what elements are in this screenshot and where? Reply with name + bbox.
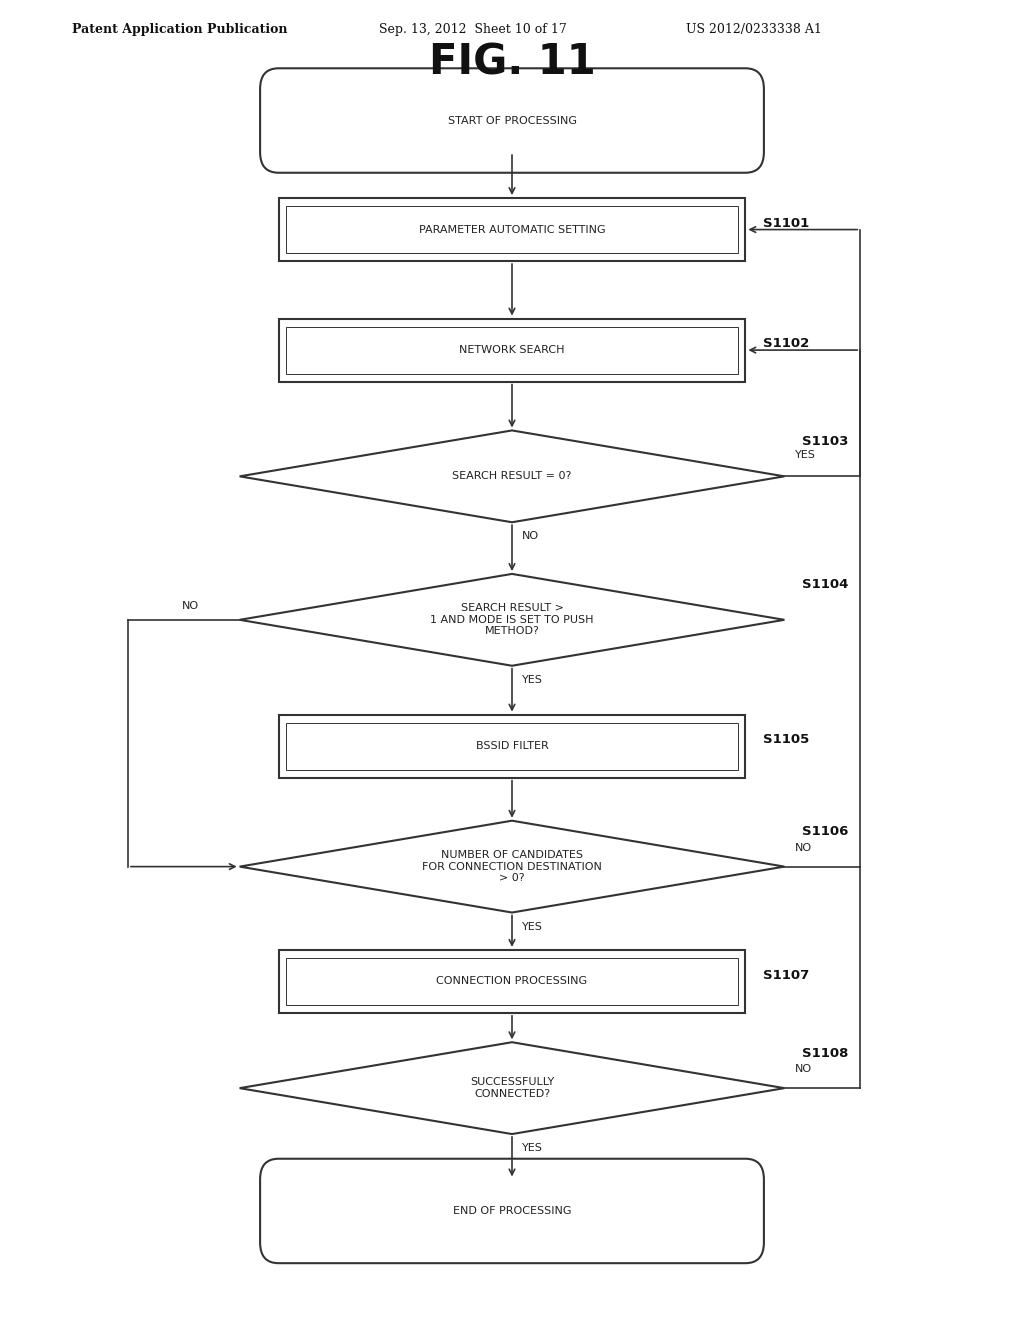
Text: Patent Application Publication: Patent Application Publication (72, 22, 287, 36)
FancyBboxPatch shape (260, 1159, 764, 1263)
Text: BSSID FILTER: BSSID FILTER (475, 741, 549, 751)
Polygon shape (240, 430, 784, 523)
Text: YES: YES (522, 675, 543, 685)
Polygon shape (240, 821, 784, 912)
Bar (279, 198, 745, 261)
Text: NO: NO (795, 843, 812, 853)
Text: YES: YES (522, 1143, 543, 1154)
Polygon shape (240, 574, 784, 665)
Bar (286, 722, 738, 770)
Text: PARAMETER AUTOMATIC SETTING: PARAMETER AUTOMATIC SETTING (419, 224, 605, 235)
Text: YES: YES (795, 450, 815, 461)
Text: FIG. 11: FIG. 11 (429, 41, 595, 83)
Bar (279, 950, 745, 1012)
Text: SUCCESSFULLY
CONNECTED?: SUCCESSFULLY CONNECTED? (470, 1077, 554, 1100)
Text: SEARCH RESULT >
1 AND MODE IS SET TO PUSH
METHOD?: SEARCH RESULT > 1 AND MODE IS SET TO PUS… (430, 603, 594, 636)
FancyBboxPatch shape (260, 69, 764, 173)
Text: YES: YES (522, 921, 543, 932)
Bar (279, 714, 745, 777)
Text: START OF PROCESSING: START OF PROCESSING (447, 116, 577, 125)
Text: S1107: S1107 (764, 969, 810, 982)
Text: S1106: S1106 (803, 825, 849, 838)
Text: S1102: S1102 (764, 338, 810, 350)
Bar (286, 326, 738, 374)
Text: S1105: S1105 (764, 734, 810, 746)
Polygon shape (240, 1043, 784, 1134)
Text: Sep. 13, 2012  Sheet 10 of 17: Sep. 13, 2012 Sheet 10 of 17 (379, 22, 566, 36)
Text: SEARCH RESULT = 0?: SEARCH RESULT = 0? (453, 471, 571, 482)
Text: S1103: S1103 (803, 436, 849, 447)
Text: US 2012/0233338 A1: US 2012/0233338 A1 (686, 22, 822, 36)
Text: NO: NO (795, 1064, 812, 1074)
Text: S1101: S1101 (764, 216, 810, 230)
Text: CONNECTION PROCESSING: CONNECTION PROCESSING (436, 977, 588, 986)
Text: NO: NO (522, 532, 540, 541)
Text: END OF PROCESSING: END OF PROCESSING (453, 1206, 571, 1216)
Text: NO: NO (181, 601, 199, 611)
Bar (286, 206, 738, 253)
Bar (286, 958, 738, 1005)
Bar (279, 318, 745, 381)
Text: S1104: S1104 (803, 578, 849, 591)
Text: NETWORK SEARCH: NETWORK SEARCH (459, 345, 565, 355)
Text: NUMBER OF CANDIDATES
FOR CONNECTION DESTINATION
> 0?: NUMBER OF CANDIDATES FOR CONNECTION DEST… (422, 850, 602, 883)
Text: S1108: S1108 (803, 1047, 849, 1060)
